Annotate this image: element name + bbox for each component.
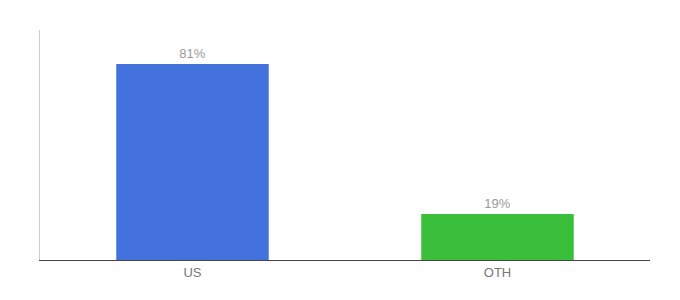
svg-text:19%: 19% [484,196,510,211]
svg-text:OTH: OTH [484,265,511,280]
svg-text:US: US [183,265,201,280]
svg-text:81%: 81% [179,46,205,61]
